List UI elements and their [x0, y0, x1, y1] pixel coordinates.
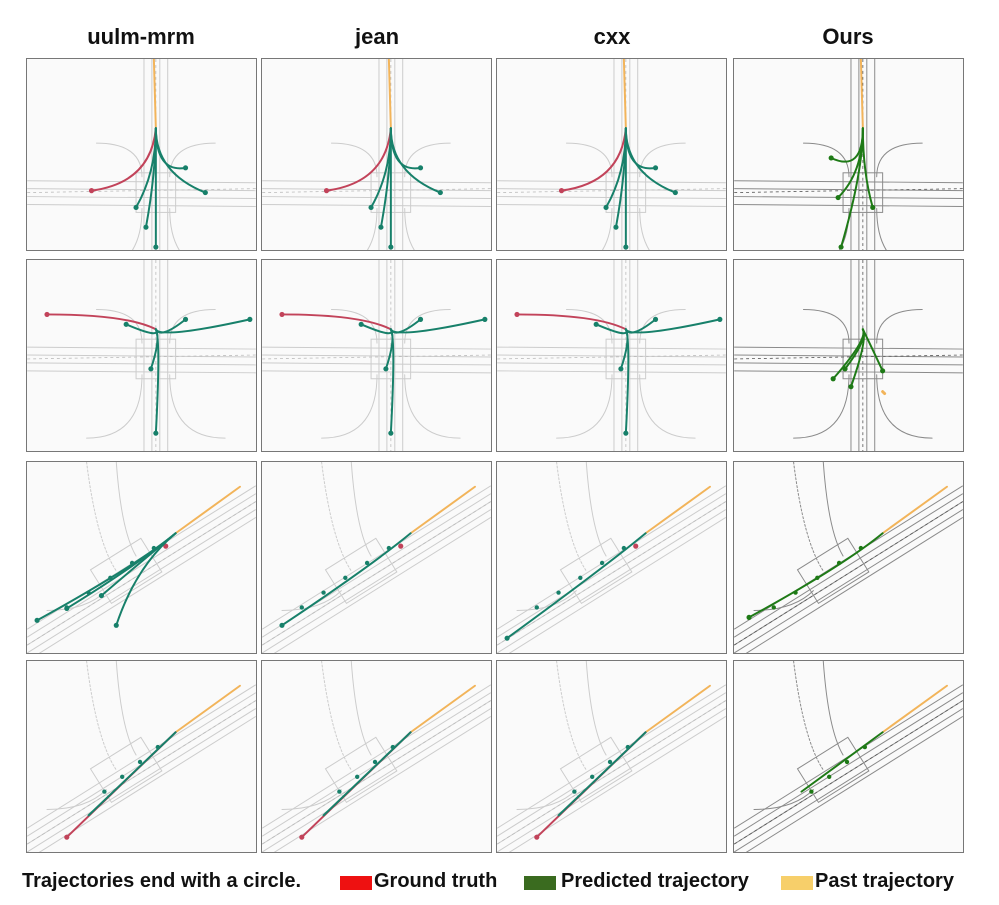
trajectory-plot	[734, 59, 963, 250]
panel-row1-cxx	[496, 58, 727, 251]
panel-row3-cxx	[496, 461, 727, 654]
panel-row2-cxx	[496, 259, 727, 452]
panel-row1-ours	[733, 58, 964, 251]
column-title-ours: Ours	[822, 24, 874, 49]
trajectory-plot	[497, 59, 726, 250]
panel-row4-jean	[261, 660, 492, 853]
panel-row2-uulm-mrm	[26, 259, 257, 452]
panel-row2-jean	[261, 259, 492, 452]
column-title-cxx: cxx	[593, 24, 631, 49]
trajectory-plot	[262, 462, 491, 653]
legend-swatch-past	[781, 876, 813, 890]
legend-swatch-ground-truth	[340, 876, 372, 890]
legend-swatch-predicted	[524, 876, 556, 890]
panel-row3-ours	[733, 461, 964, 654]
column-title-uulm-mrm: uulm-mrm	[87, 24, 195, 49]
trajectory-plot	[497, 661, 726, 852]
trajectory-plot	[734, 462, 963, 653]
trajectory-plot	[27, 661, 256, 852]
panel-row3-uulm-mrm	[26, 461, 257, 654]
trajectory-plot	[497, 462, 726, 653]
trajectory-plot	[27, 462, 256, 653]
panel-row3-jean	[261, 461, 492, 654]
legend-label-ground-truth: Ground truth	[374, 870, 498, 892]
panel-row4-ours	[733, 660, 964, 853]
legend-label-past: Past trajectory	[815, 870, 954, 892]
trajectory-plot	[262, 59, 491, 250]
panel-row2-ours	[733, 259, 964, 452]
trajectory-plot	[262, 260, 491, 451]
legend-label-predicted: Predicted trajectory	[561, 870, 749, 892]
panel-row1-uulm-mrm	[26, 58, 257, 251]
legend: Trajectories end with a circle. Ground t…	[0, 868, 999, 898]
legend-note: Trajectories end with a circle.	[22, 870, 302, 892]
trajectory-plot	[262, 661, 491, 852]
trajectory-plot	[27, 260, 256, 451]
trajectory-plot	[27, 59, 256, 250]
panel-row4-uulm-mrm	[26, 660, 257, 853]
panel-row4-cxx	[496, 660, 727, 853]
trajectory-plot	[734, 661, 963, 852]
column-title-jean: jean	[354, 24, 400, 49]
trajectory-plot	[497, 260, 726, 451]
trajectory-plot	[734, 260, 963, 451]
panel-row1-jean	[261, 58, 492, 251]
